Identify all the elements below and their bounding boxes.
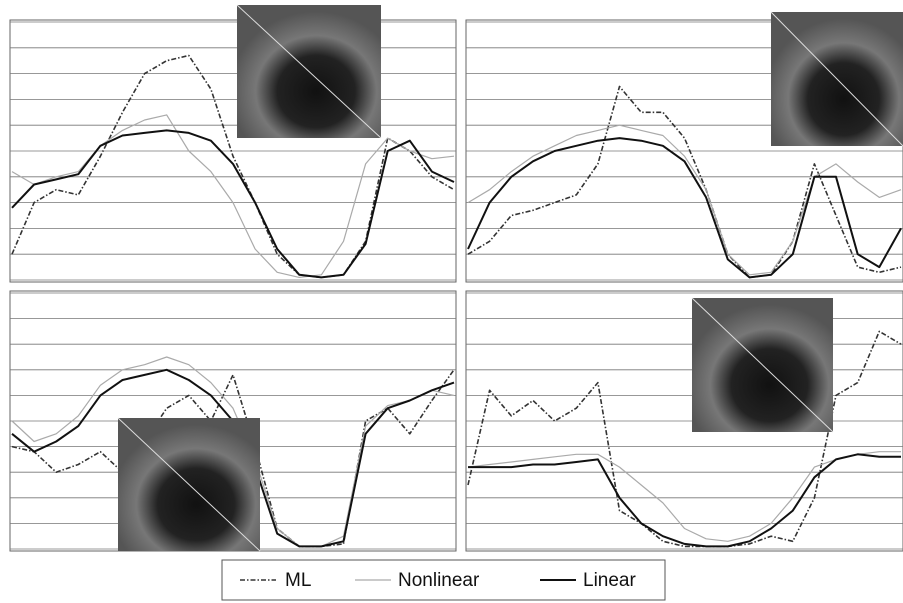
legend: ML Nonlinear Linear [221, 559, 666, 601]
series-line [468, 453, 901, 548]
legend-label: ML [285, 570, 311, 591]
ultrasound-inset [691, 297, 834, 433]
panel [465, 290, 903, 552]
series-line [467, 85, 902, 279]
insets [117, 4, 903, 552]
ultrasound-inset [770, 11, 903, 147]
series-line [11, 54, 455, 279]
series-line [467, 124, 902, 276]
series-line [467, 137, 902, 279]
ultrasound-inset [236, 4, 382, 139]
series-line [11, 129, 455, 279]
panel [9, 19, 457, 283]
series-line [467, 451, 901, 542]
legend-label: Linear [583, 570, 636, 591]
legend-label: Nonlinear [398, 570, 480, 591]
series-line [11, 114, 455, 278]
ultrasound-inset [117, 417, 261, 552]
series-line [11, 356, 455, 547]
